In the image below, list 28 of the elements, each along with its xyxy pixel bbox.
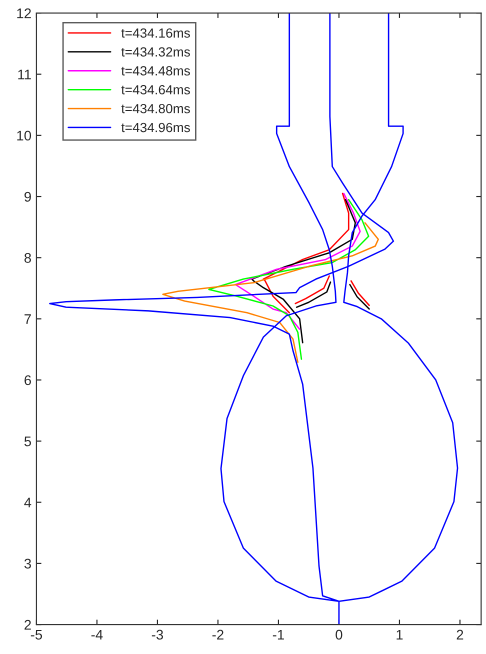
y-tick-label: 7 [24,314,31,324]
y-tick-label: 11 [18,70,31,80]
legend-label: t=434.48ms [121,66,190,76]
y-tick-label: 12 [17,8,31,18]
x-tick-label: -3 [152,630,164,640]
x-tick-label: -2 [212,630,224,640]
legend-label: t=434.96ms [121,122,190,132]
legend-label: t=434.80ms [121,104,190,114]
x-tick-label: 2 [456,630,464,640]
x-tick-label: -5 [30,630,42,640]
y-tick-label: 2 [24,620,31,630]
y-tick-label: 5 [24,436,32,446]
legend-label: t=434.16ms [121,28,190,38]
x-tick-label: 0 [336,630,342,640]
y-tick-label: 6 [24,375,31,386]
y-tick-label: 9 [24,192,31,202]
y-tick-label: 10 [17,130,32,141]
line-series [208,198,370,360]
line-series [234,192,361,330]
y-tick-label: 3 [24,558,31,569]
line-series [162,222,379,363]
x-tick-label: -1 [272,630,284,640]
x-tick-label: -4 [91,630,103,640]
y-tick-label: 4 [24,498,32,508]
legend-label: t=434.64ms [121,85,190,94]
legend-label: t=434.32ms [121,47,190,57]
y-tick-label: 8 [24,253,31,263]
x-tick-label: 1 [396,630,403,640]
